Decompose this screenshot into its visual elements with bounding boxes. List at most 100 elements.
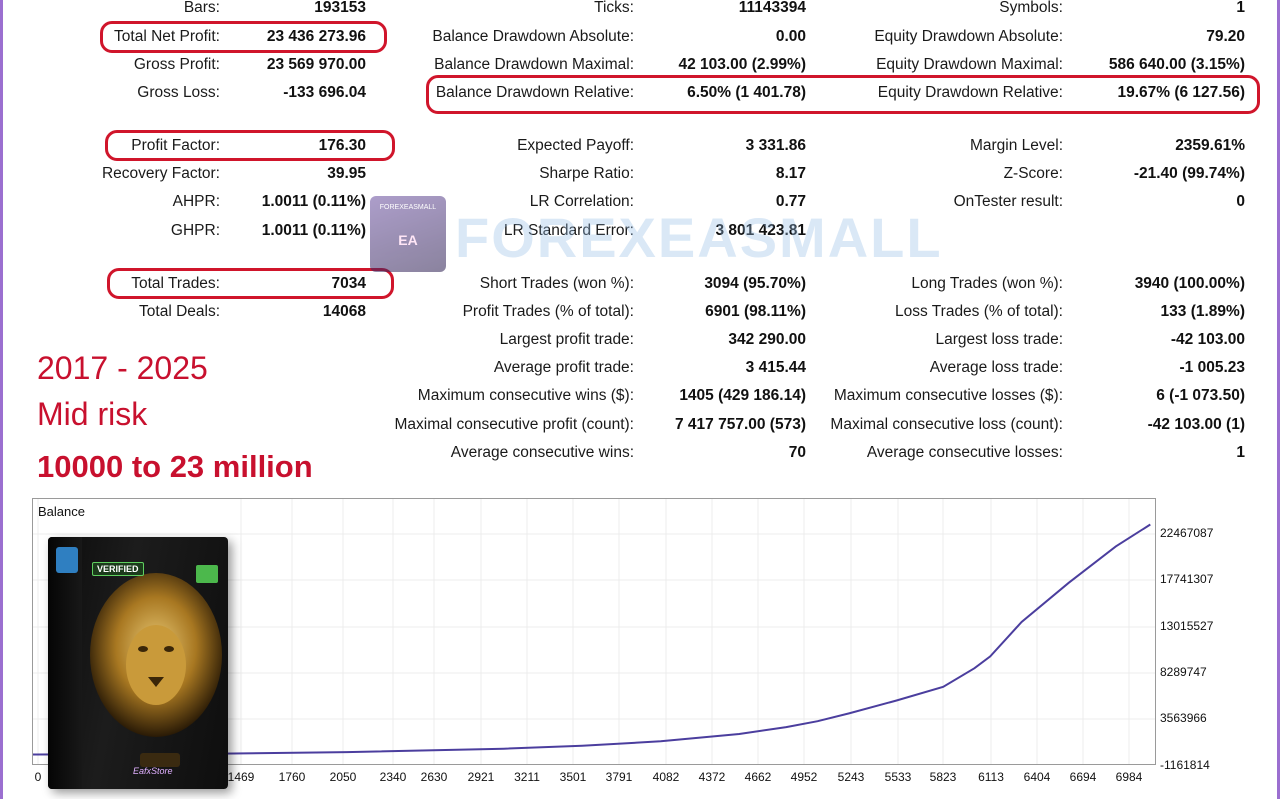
promo-years: 2017 - 2025: [37, 350, 208, 386]
y-tick-label: 17741307: [1160, 572, 1214, 586]
stats-col3-value: -42 103.00: [1170, 331, 1245, 348]
stats-col3-value: 586 640.00 (3.15%): [1108, 56, 1245, 73]
stats-col1-value: 1.0011 (0.11%): [261, 222, 366, 239]
stats-col2-label: Profit Trades (% of total):: [462, 303, 634, 320]
frame-edge-left: [0, 0, 3, 799]
stats-col1-value: 1.0011 (0.11%): [261, 193, 366, 210]
stats-col3-value: 0: [1236, 193, 1245, 210]
stats-col3-label: Average consecutive losses:: [866, 444, 1063, 461]
stats-col2-label: LR Standard Error:: [503, 222, 634, 239]
stats-col1-label: Bars:: [183, 0, 220, 16]
highlight-total-trades: [107, 268, 394, 299]
stats-col2-label: Sharpe Ratio:: [539, 165, 634, 182]
stats-col1-value: -133 696.04: [283, 84, 366, 101]
x-tick-label: 6694: [1069, 770, 1097, 784]
stats-col2-value: 3094 (95.70%): [704, 275, 806, 292]
stats-col1-label: Total Deals:: [139, 303, 220, 320]
x-tick-label: 3211: [514, 770, 540, 784]
y-tick-label: 3563966: [1160, 711, 1207, 725]
stats-col1-label: Profit Factor:: [131, 137, 220, 154]
stats-col1-value: 23 569 970.00: [266, 56, 366, 73]
stats-col2-label: Balance Drawdown Absolute:: [432, 28, 634, 45]
x-tick-label: 6404: [1023, 770, 1051, 784]
stats-col2-label: Average consecutive wins:: [450, 444, 634, 461]
stats-col1-label: Total Trades:: [131, 275, 220, 292]
x-tick-label: 0: [34, 770, 42, 784]
stats-col2-value: 342 290.00: [728, 331, 806, 348]
stats-col3-value: 3940 (100.00%): [1134, 275, 1245, 292]
stats-col2-value: 3 415.44: [745, 359, 806, 376]
stats-col2-value: 7 417 757.00 (573): [675, 416, 806, 433]
stats-col2-label: Maximal consecutive profit (count):: [394, 416, 634, 433]
x-tick-label: 1760: [278, 770, 306, 784]
stats-col1-value: 39.95: [327, 165, 366, 182]
watermark-badge: FOREXEASMALL EA: [370, 196, 446, 272]
product-box-image: [48, 537, 228, 789]
stats-col2-label: Short Trades (won %):: [479, 275, 634, 292]
lion-icon: [56, 547, 222, 767]
y-tick-label: 13015527: [1160, 619, 1214, 633]
highlight-net-profit: [100, 21, 387, 53]
stats-col2-value: 3 801 423.81: [715, 222, 806, 239]
stats-col3-value: 133 (1.89%): [1160, 303, 1245, 320]
x-tick-label: 4082: [652, 770, 680, 784]
stats-col1-label: Recovery Factor:: [101, 165, 220, 182]
stats-col2-value: 0.77: [775, 193, 806, 210]
y-tick-label: -1161814: [1160, 758, 1210, 772]
stats-col2-label: Balance Drawdown Relative:: [435, 84, 634, 101]
x-tick-label: 3791: [605, 770, 633, 784]
highlight-drawdown-relative: [426, 75, 1260, 114]
stats-col2-value: 0.00: [775, 28, 806, 45]
brand-label: EafxStore: [133, 766, 173, 776]
stats-col3-label: Symbols:: [999, 0, 1063, 16]
x-tick-label: 6113: [978, 770, 1004, 784]
y-tick-label: 22467087: [1160, 526, 1214, 540]
stats-col2-value: 3 331.86: [745, 137, 806, 154]
stats-col2-value: 8.17: [775, 165, 806, 182]
frame-edge-right: [1277, 0, 1280, 799]
watermark-text: FOREXEASMALL: [455, 206, 943, 269]
stats-col3-value: 1: [1236, 444, 1245, 461]
stats-col3-value: 2359.61%: [1175, 137, 1245, 154]
stats-col1-label: Gross Profit:: [133, 56, 220, 73]
stats-col2-value: 70: [788, 444, 806, 461]
stats-col2-label: Balance Drawdown Maximal:: [434, 56, 634, 73]
stats-col3-value: 6 (-1 073.50): [1156, 387, 1245, 404]
stats-col1-value: 23 436 273.96: [266, 28, 366, 45]
balance-series-line: [33, 523, 1151, 756]
stats-col2-value: 6.50% (1 401.78): [687, 84, 806, 101]
stats-col3-label: Equity Drawdown Relative:: [877, 84, 1063, 101]
chart-title: Balance: [38, 504, 85, 519]
stats-col3-label: Average loss trade:: [929, 359, 1063, 376]
stats-col3-label: Long Trades (won %):: [911, 275, 1063, 292]
x-tick-label: 3501: [559, 770, 587, 784]
stats-col1-label: AHPR:: [172, 193, 220, 210]
stats-col2-label: Ticks:: [594, 0, 634, 16]
stats-col2-value: 6901 (98.11%): [705, 303, 806, 320]
y-tick-label: 8289747: [1160, 665, 1207, 679]
stats-col2-value: 11143394: [738, 0, 806, 16]
promo-growth: 10000 to 23 million: [37, 449, 313, 484]
stats-col3-label: Z-Score:: [1003, 165, 1063, 182]
x-tick-label: 2340: [379, 770, 407, 784]
stats-col3-value: -21.40 (99.74%): [1133, 165, 1245, 182]
stats-col3-label: Margin Level:: [969, 137, 1063, 154]
highlight-profit-factor: [105, 130, 395, 161]
x-tick-label: 4372: [698, 770, 726, 784]
stats-col3-label: Equity Drawdown Maximal:: [876, 56, 1063, 73]
stats-col2-label: Expected Payoff:: [517, 137, 634, 154]
stats-col2-label: Largest profit trade:: [499, 331, 634, 348]
x-tick-label: 4952: [790, 770, 818, 784]
x-tick-label: 2921: [467, 770, 495, 784]
stats-col1-value: 7034: [331, 275, 366, 292]
x-tick-label: 5823: [929, 770, 957, 784]
x-tick-label: 6984: [1115, 770, 1143, 784]
stats-col1-value: 14068: [322, 303, 366, 320]
x-tick-label: 4662: [744, 770, 772, 784]
stats-col3-label: Maximum consecutive losses ($):: [833, 387, 1063, 404]
stats-col3-value: -1 005.23: [1179, 359, 1246, 376]
stats-col3-label: Maximal consecutive loss (count):: [830, 416, 1063, 433]
stats-col3-value: 1: [1236, 0, 1245, 16]
stats-col3-label: Loss Trades (% of total):: [895, 303, 1063, 320]
stats-col3-label: Equity Drawdown Absolute:: [874, 28, 1063, 45]
